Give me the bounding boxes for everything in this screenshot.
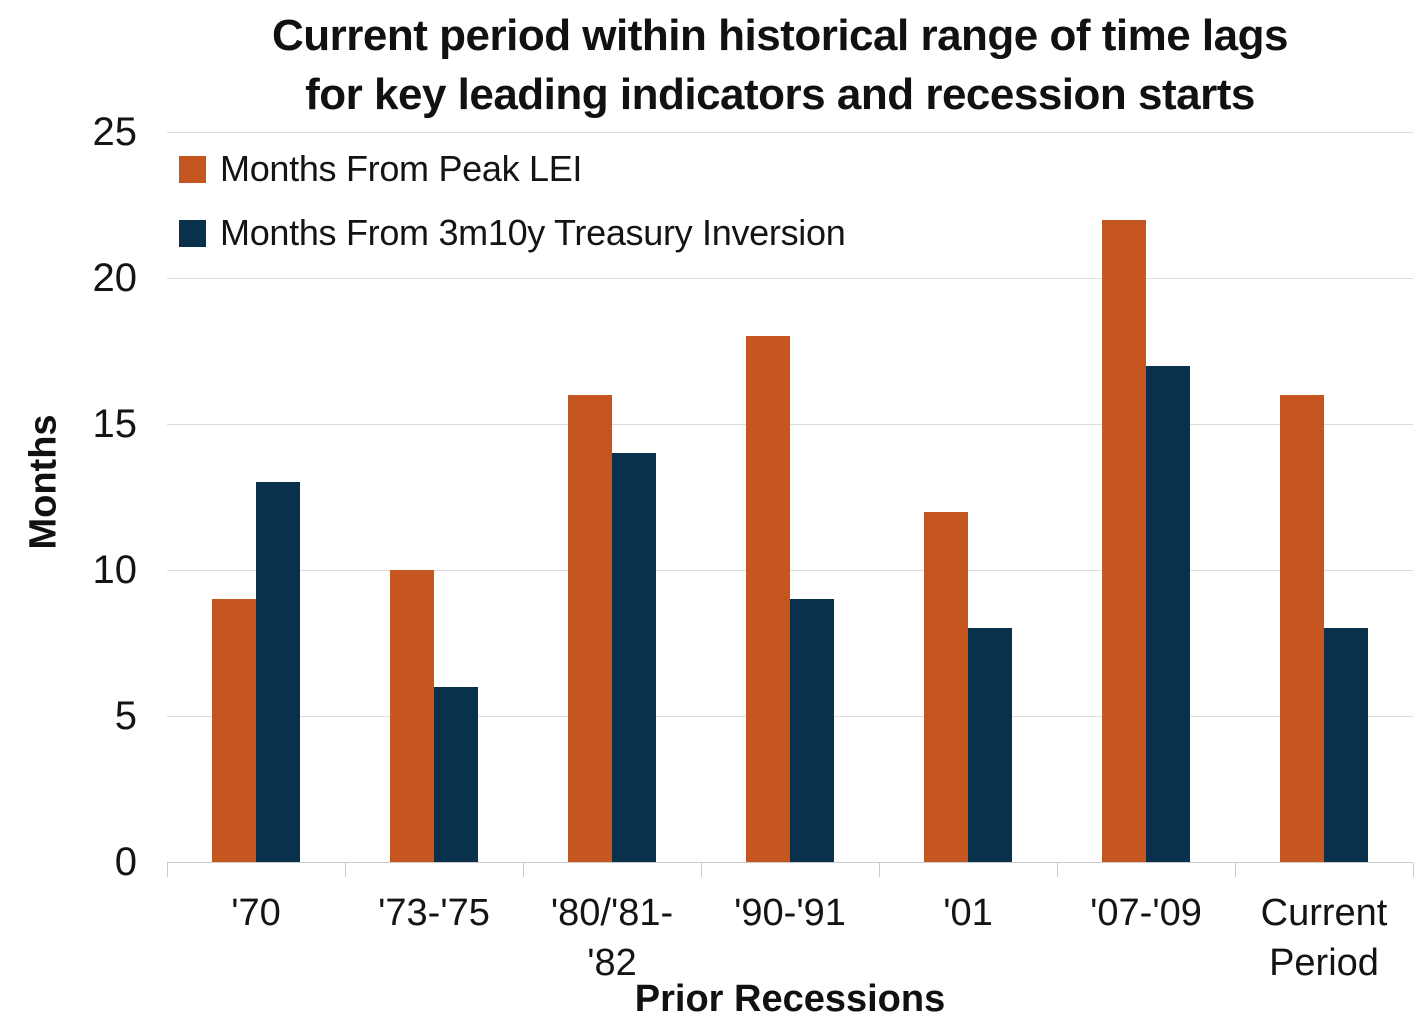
- chart-title: Current period within historical range o…: [150, 6, 1410, 124]
- plot-area: [167, 132, 1414, 877]
- x-tick-label-7375: '73-'75: [345, 888, 523, 938]
- x-tick-label-line: '80/'81-: [550, 892, 674, 934]
- x-axis-tick: [701, 863, 702, 877]
- x-tick-label-line: '73-'75: [378, 892, 490, 934]
- bar-s0-9091: [746, 336, 790, 862]
- bar-s0-01: [924, 512, 968, 862]
- x-axis-tick: [1413, 863, 1414, 877]
- legend-item-treasury-inversion: Months From 3m10y Treasury Inversion: [179, 212, 846, 254]
- gridline-25: [167, 132, 1413, 133]
- x-tick-label-line: '90-'91: [734, 892, 846, 934]
- bar-s1-70: [256, 482, 300, 862]
- x-axis-tick: [1057, 863, 1058, 877]
- x-tick-label-9091: '90-'91: [701, 888, 879, 938]
- x-tick-label-01: '01: [879, 888, 1057, 938]
- x-axis-tick: [1235, 863, 1236, 877]
- legend-swatch-peak-lei: [179, 155, 206, 183]
- chart-title-line-2: for key leading indicators and recession…: [305, 70, 1255, 119]
- x-tick-label-line: '01: [943, 892, 993, 934]
- legend-swatch-treasury-inversion: [179, 219, 206, 247]
- x-tick-label-70: '70: [167, 888, 345, 938]
- y-tick-label-15: 15: [92, 402, 138, 446]
- bar-s0-7375: [390, 570, 434, 862]
- bar-s0-808182: [568, 395, 612, 862]
- x-tick-label-line: Current: [1260, 892, 1388, 934]
- bar-s1-01: [968, 628, 1012, 862]
- bar-s0-70: [212, 599, 256, 862]
- y-tick-label-0: 0: [114, 840, 137, 884]
- legend-label-treasury-inversion: Months From 3m10y Treasury Inversion: [220, 212, 846, 253]
- x-tick-label-currentperiod: Current Period: [1235, 888, 1413, 988]
- y-tick-label-25: 25: [92, 110, 138, 154]
- x-axis-tick: [879, 863, 880, 877]
- chart-title-line-1: Current period within historical range o…: [272, 11, 1288, 60]
- x-axis-tick: [167, 863, 168, 877]
- x-tick-label-0709: '07-'09: [1057, 888, 1235, 938]
- bar-s1-808182: [612, 453, 656, 862]
- gridline-15: [167, 424, 1413, 425]
- y-tick-label-10: 10: [92, 548, 138, 592]
- bar-s1-7375: [434, 687, 478, 862]
- legend: Months From Peak LEI Months From 3m10y T…: [179, 148, 846, 276]
- gridline-10: [167, 570, 1413, 571]
- x-tick-label-808182: '80/'81- '82: [523, 888, 701, 988]
- x-tick-label-line: '82: [587, 942, 637, 984]
- legend-item-peak-lei: Months From Peak LEI: [179, 148, 845, 190]
- x-axis-tick: [523, 863, 524, 877]
- y-tick-label-5: 5: [114, 694, 137, 738]
- x-tick-label-line: '70: [231, 892, 281, 934]
- x-tick-label-line: Period: [1269, 942, 1379, 984]
- bar-s1-0709: [1146, 366, 1190, 862]
- x-tick-label-line: '07-'09: [1090, 892, 1202, 934]
- bar-s0-0709: [1102, 220, 1146, 862]
- bar-s0-currentperiod: [1280, 395, 1324, 862]
- y-tick-label-20: 20: [92, 256, 138, 300]
- x-axis-title: Prior Recessions: [634, 978, 946, 1020]
- x-axis-tick: [345, 863, 346, 877]
- bar-s1-9091: [790, 599, 834, 862]
- gridline-20: [167, 278, 1413, 279]
- bar-s1-currentperiod: [1324, 628, 1368, 862]
- legend-label-peak-lei: Months From Peak LEI: [220, 148, 583, 189]
